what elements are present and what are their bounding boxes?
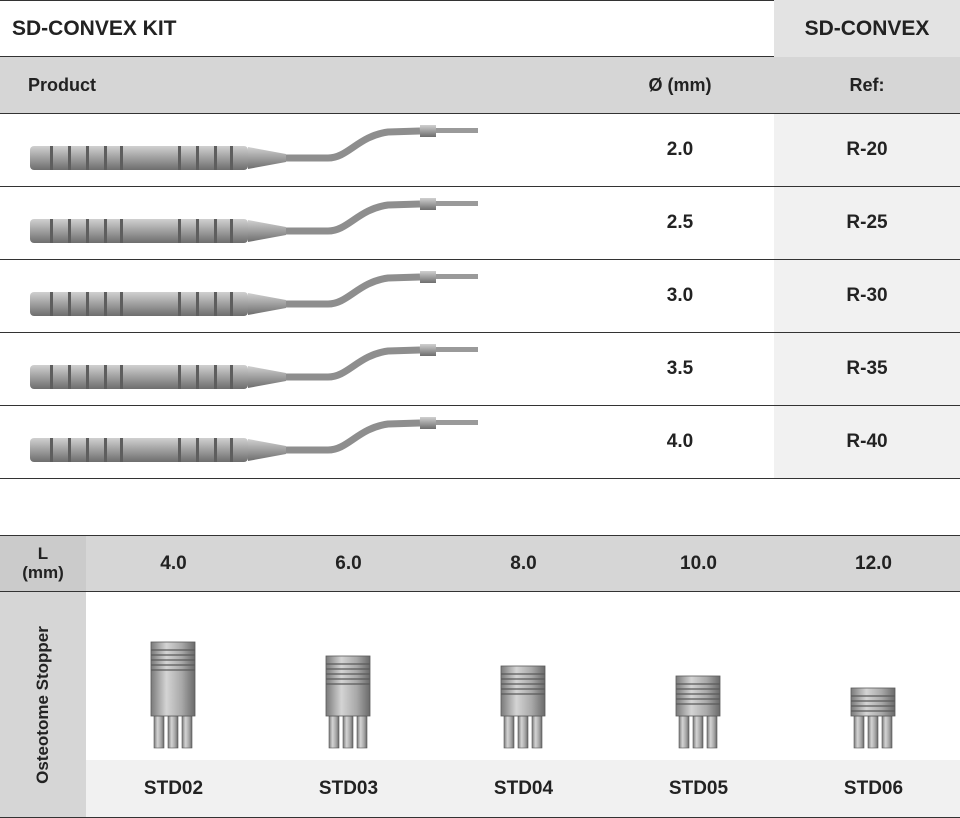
length-header-row	[0, 535, 960, 592]
ref-code: R-30	[846, 285, 888, 306]
length-header-label: L (mm)	[0, 535, 86, 592]
ref-cell-background	[774, 406, 960, 478]
length-label-unit: (mm)	[22, 563, 64, 582]
length-value: 8.0	[510, 553, 537, 574]
diameter-value: 2.0	[666, 139, 694, 160]
diameter-value: 2.5	[666, 212, 694, 233]
product-row: 3.5 R-35	[0, 333, 960, 406]
product-row: 2.5 R-25	[0, 187, 960, 260]
stopper-image-cell	[611, 592, 786, 760]
stopper-code: STD02	[143, 778, 204, 799]
diameter-value: 3.5	[666, 358, 694, 379]
osteotome-stopper-image	[500, 665, 546, 749]
stopper-image-cell	[261, 592, 436, 760]
stopper-image-cell	[86, 592, 261, 760]
stopper-side-label-bg	[0, 592, 86, 818]
column-header-product: Product	[28, 75, 97, 95]
kit-title: SD-CONVEX KIT	[12, 17, 177, 40]
ref-code: R-35	[846, 358, 888, 379]
column-header-row: Product Ø (mm) Ref:	[0, 57, 960, 114]
osteotome-instrument-image	[30, 417, 478, 462]
length-value: 10.0	[680, 553, 717, 574]
length-label-symbol: L	[37, 544, 49, 563]
osteotome-stopper-image	[850, 687, 896, 749]
product-row: 3.0 R-30	[0, 260, 960, 333]
stopper-row-label: Osteotome Stopper	[33, 626, 52, 784]
kit-code: SD-CONVEX	[804, 17, 930, 40]
ref-code: R-20	[846, 139, 888, 160]
ref-code: R-40	[846, 431, 888, 452]
length-value: 6.0	[335, 553, 362, 574]
osteotome-instrument-image	[30, 344, 478, 389]
osteotome-instrument-image	[30, 125, 478, 170]
stopper-image-cell	[436, 592, 611, 760]
product-row: 2.0 R-20	[0, 114, 960, 187]
diameter-value: 3.0	[666, 285, 694, 306]
ref-cell-background	[774, 187, 960, 259]
osteotome-instrument-image	[30, 271, 478, 316]
stopper-code: STD06	[843, 778, 904, 799]
osteotome-stopper-image	[325, 655, 371, 749]
length-value: 12.0	[855, 553, 892, 574]
ref-code: R-25	[846, 212, 888, 233]
ref-cell-background	[774, 333, 960, 405]
stopper-image-cell	[786, 592, 960, 760]
product-row: 4.0 R-40	[0, 406, 960, 479]
stopper-code: STD04	[493, 778, 554, 799]
ref-cell-background	[774, 114, 960, 186]
kit-code-background	[774, 0, 960, 57]
column-header-ref: Ref:	[849, 75, 885, 95]
osteotome-instrument-image	[30, 198, 478, 243]
column-header-diameter: Ø (mm)	[648, 75, 712, 95]
stopper-code: STD03	[318, 778, 379, 799]
length-value: 4.0	[160, 553, 187, 574]
diameter-value: 4.0	[666, 431, 694, 452]
kit-header-bar	[0, 0, 960, 57]
ref-cell-background	[774, 260, 960, 332]
osteotome-stopper-image	[150, 641, 196, 749]
osteotome-stopper-image	[675, 675, 721, 749]
stopper-code: STD05	[668, 778, 729, 799]
